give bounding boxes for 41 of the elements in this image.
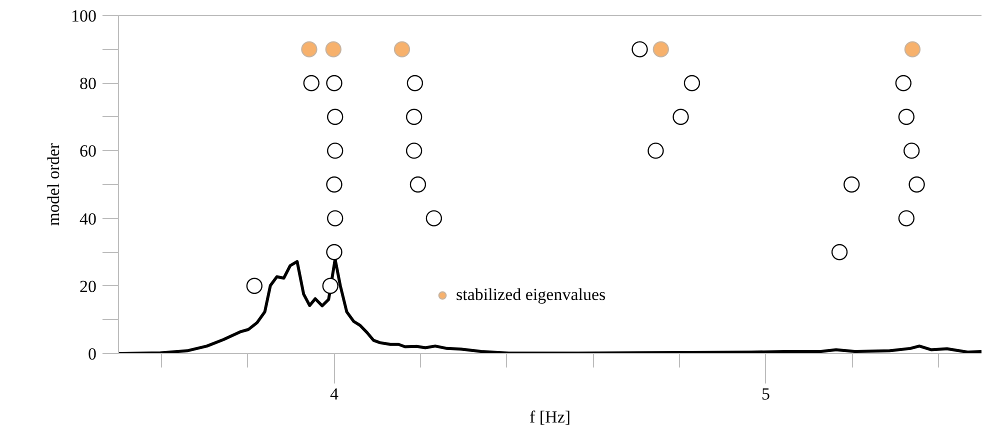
y-tick-label: 80 — [80, 74, 96, 94]
point — [406, 142, 422, 159]
y-tick-label: 100 — [71, 6, 96, 26]
point — [684, 75, 700, 92]
point — [406, 108, 422, 125]
point — [844, 176, 860, 193]
point — [394, 41, 410, 58]
point — [301, 41, 318, 58]
point — [327, 142, 344, 159]
point — [903, 142, 920, 159]
point — [672, 108, 689, 125]
point — [327, 210, 344, 226]
point — [898, 108, 915, 125]
y-axis-title: model order — [44, 142, 63, 226]
point — [904, 41, 921, 58]
point — [325, 41, 342, 58]
point — [326, 75, 342, 92]
point — [898, 210, 915, 226]
point — [327, 108, 344, 125]
point — [831, 244, 848, 260]
point — [303, 75, 320, 92]
point — [648, 142, 664, 159]
x-tick-label: 4 — [330, 384, 339, 404]
legend-label: stabilized eigenvalues — [456, 285, 606, 305]
point — [410, 176, 426, 193]
point — [326, 176, 342, 193]
point — [908, 176, 925, 193]
point — [322, 278, 338, 294]
y-tick-label: 20 — [80, 276, 96, 296]
y-tick-label: 0 — [88, 344, 96, 364]
point — [895, 75, 912, 92]
y-tick-label: 40 — [80, 209, 96, 228]
y-tick-label: 60 — [80, 142, 96, 161]
point — [632, 41, 648, 58]
point — [246, 278, 263, 294]
point — [406, 75, 424, 92]
point — [426, 210, 442, 226]
x-tick-label: 5 — [762, 384, 770, 404]
x-axis-title: f [Hz] — [529, 408, 571, 426]
point — [652, 41, 669, 58]
point — [326, 244, 342, 260]
